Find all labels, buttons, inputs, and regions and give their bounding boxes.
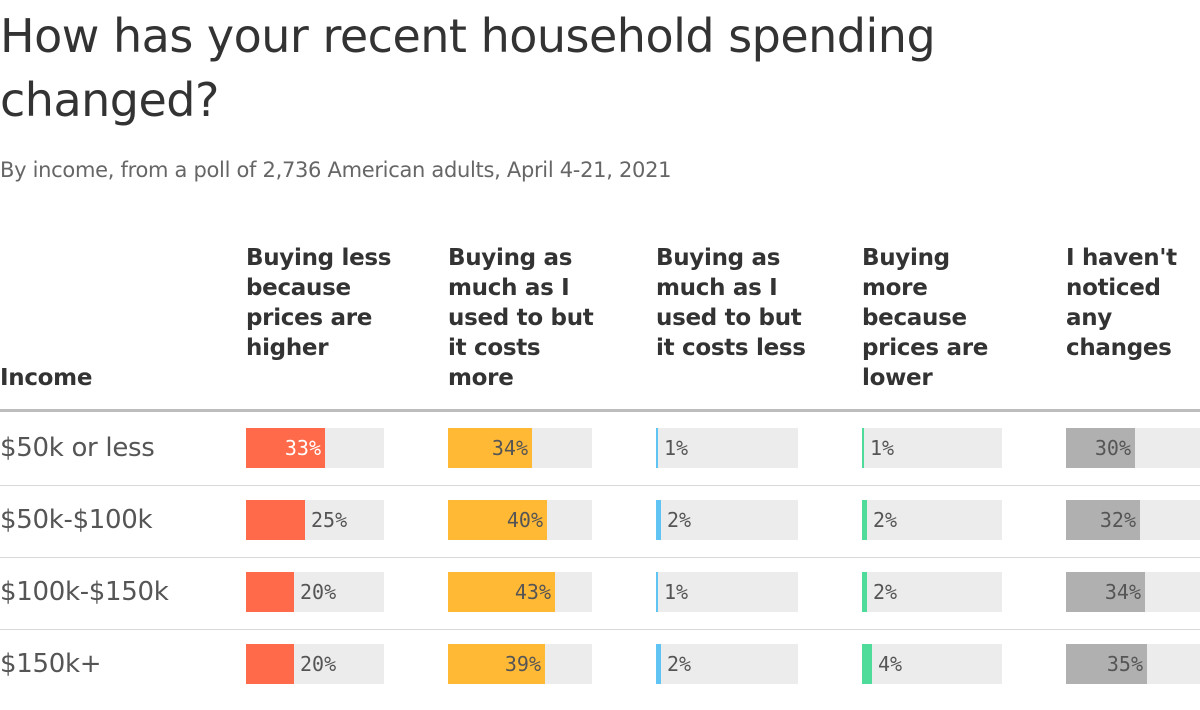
- chart-title: How has your recent household spending c…: [0, 9, 936, 127]
- bar-track-less-higher: 25%: [246, 500, 384, 540]
- bar-track-same-more: 40%: [448, 500, 592, 540]
- bar-same-less: [656, 644, 661, 684]
- header-divider: [0, 409, 1200, 412]
- data-label-no-change: 32%: [1099, 508, 1136, 532]
- column-header-income: Income: [0, 365, 93, 391]
- bar-same-less: [656, 572, 658, 612]
- bar-track-same-less: 1%: [656, 572, 798, 612]
- chart-subtitle: By income, from a poll of 2,736 American…: [0, 158, 672, 182]
- bar-less-higher: [246, 428, 325, 468]
- data-label-less-higher: 20%: [300, 652, 337, 676]
- bar-more-lower: [862, 428, 864, 468]
- column-header-same-less: Buying as much as I used to but it costs…: [656, 245, 806, 361]
- bar-track-less-higher: 20%: [246, 572, 384, 612]
- data-label-same-less: 2%: [667, 508, 692, 532]
- bar-no-change: [1066, 500, 1140, 540]
- bar-no-change: [1066, 644, 1147, 684]
- data-label-less-higher: 25%: [311, 508, 348, 532]
- data-label-same-less: 1%: [664, 580, 689, 604]
- row-divider: [0, 629, 1200, 630]
- data-label-more-lower: 4%: [878, 652, 903, 676]
- row-label: $50k-$100k: [0, 505, 153, 535]
- data-label-no-change: 30%: [1094, 436, 1131, 460]
- bar-track-same-more: 39%: [448, 644, 592, 684]
- column-header-same-more: Buying as much as I used to but it costs…: [448, 245, 594, 391]
- bar-same-more: [448, 500, 547, 540]
- bar-more-lower: [862, 500, 867, 540]
- bar-same-less: [656, 500, 661, 540]
- bar-track-no-change: 30%: [1066, 428, 1200, 468]
- bar-less-higher: [246, 572, 294, 612]
- data-label-more-lower: 2%: [873, 580, 898, 604]
- bar-track-same-less: 1%: [656, 428, 798, 468]
- column-header-no-change: I haven't noticed any changes: [1066, 245, 1177, 361]
- bar-less-higher: [246, 644, 294, 684]
- bar-more-lower: [862, 644, 872, 684]
- bar-track-same-more: 34%: [448, 428, 592, 468]
- data-label-same-less: 1%: [664, 436, 689, 460]
- bar-no-change: [1066, 428, 1135, 468]
- bar-track-less-higher: 33%: [246, 428, 384, 468]
- data-label-same-more: 34%: [491, 436, 528, 460]
- bar-track-same-less: 2%: [656, 644, 798, 684]
- bar-same-more: [448, 428, 532, 468]
- data-label-more-lower: 2%: [873, 508, 898, 532]
- bar-same-more: [448, 644, 545, 684]
- data-label-more-lower: 1%: [870, 436, 895, 460]
- bar-no-change: [1066, 572, 1145, 612]
- data-label-no-change: 34%: [1104, 580, 1141, 604]
- bar-track-same-more: 43%: [448, 572, 592, 612]
- data-label-no-change: 35%: [1106, 652, 1143, 676]
- bar-track-more-lower: 2%: [862, 500, 1002, 540]
- bar-track-no-change: 35%: [1066, 644, 1200, 684]
- bar-track-less-higher: 20%: [246, 644, 384, 684]
- data-label-same-more: 43%: [514, 580, 551, 604]
- row-divider: [0, 485, 1200, 486]
- data-label-same-less: 2%: [667, 652, 692, 676]
- data-label-less-higher: 20%: [300, 580, 337, 604]
- bar-same-more: [448, 572, 555, 612]
- row-divider: [0, 557, 1200, 558]
- column-header-less-higher: Buying less because prices are higher: [246, 245, 392, 361]
- bar-track-more-lower: 4%: [862, 644, 1002, 684]
- bar-track-no-change: 32%: [1066, 500, 1200, 540]
- row-label: $100k-$150k: [0, 577, 169, 607]
- bar-track-same-less: 2%: [656, 500, 798, 540]
- row-label: $50k or less: [0, 433, 155, 463]
- data-label-same-more: 40%: [506, 508, 543, 532]
- bar-more-lower: [862, 572, 867, 612]
- bar-track-no-change: 34%: [1066, 572, 1200, 612]
- bar-track-more-lower: 2%: [862, 572, 1002, 612]
- row-label: $150k+: [0, 649, 102, 679]
- data-label-less-higher: 33%: [284, 436, 321, 460]
- bar-track-more-lower: 1%: [862, 428, 1002, 468]
- column-header-more-lower: Buying more because prices are lower: [862, 245, 989, 391]
- data-label-same-more: 39%: [504, 652, 541, 676]
- bar-less-higher: [246, 500, 305, 540]
- bar-same-less: [656, 428, 658, 468]
